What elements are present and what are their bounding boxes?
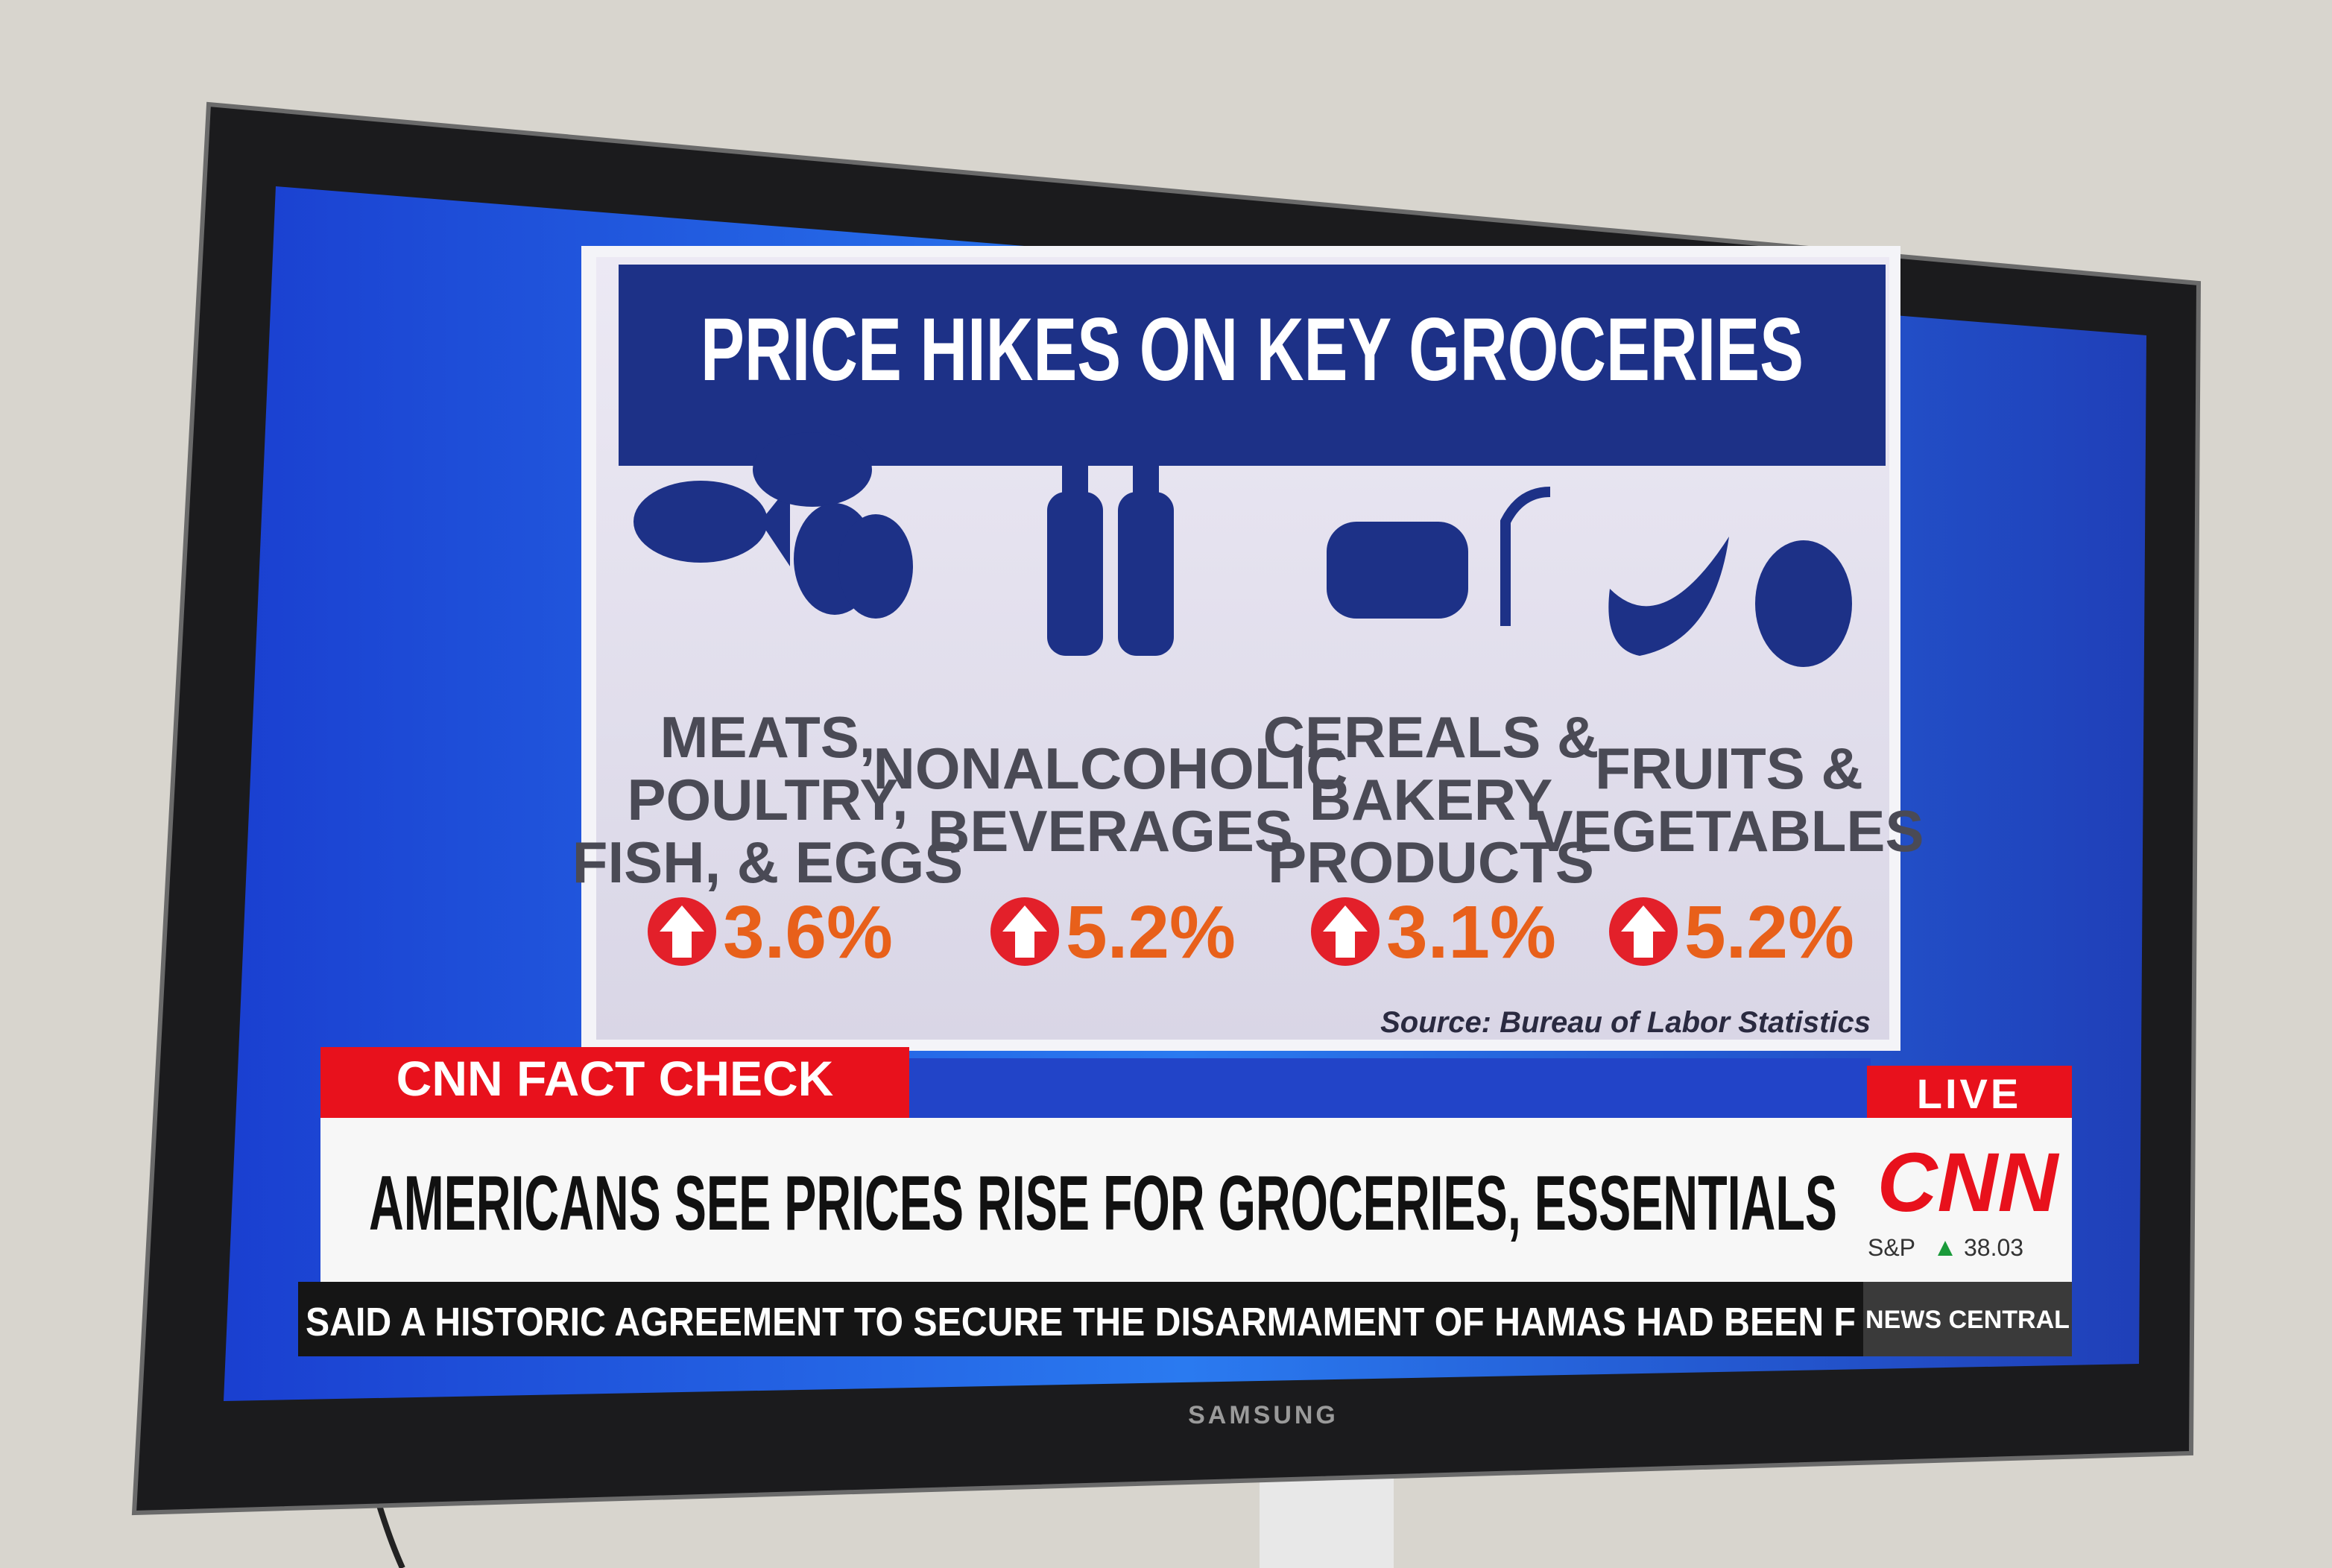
item-label: PRODUCTS [1268, 829, 1594, 895]
item-label: NONALCOHOLIC [873, 736, 1348, 801]
item-label: FISH, & EGGS [572, 829, 963, 895]
drumstick-icon [753, 432, 872, 507]
tag: CNN FACT CHECK [396, 1051, 834, 1106]
up-arrow [660, 905, 704, 958]
item-label: MEATS, [660, 704, 876, 770]
item-label: POULTRY, [627, 767, 908, 832]
live-label: LIVE [1917, 1070, 2021, 1117]
fish-tail [760, 484, 790, 566]
bottle-icon [1047, 492, 1103, 656]
up-arrow [1621, 905, 1666, 958]
crawl-label: NEWS CENTRAL [1865, 1306, 2070, 1334]
bread-icon [1327, 522, 1468, 619]
crawl-bar [298, 1282, 2072, 1356]
item-label: BEVERAGES [928, 798, 1293, 864]
ticker-value: 38.03 [1964, 1234, 2023, 1261]
icons [633, 432, 1852, 667]
up-arrow [1323, 905, 1368, 958]
title-bar [619, 265, 1886, 466]
item-label: CEREALS & [1263, 704, 1599, 770]
graphic-title: PRICE HIKES ON KEY GROCERIES [701, 300, 1804, 399]
ticker-label: S&P [1868, 1234, 1915, 1261]
up-arrow [1002, 905, 1047, 958]
crawl-label-box [1863, 1282, 2072, 1356]
headline-bar [320, 1118, 2072, 1282]
banana-icon [1608, 537, 1729, 656]
crawl-text: SAID A HISTORIC AGREEMENT TO SECURE THE … [306, 1300, 1856, 1344]
item-label: BAKERY [1309, 767, 1552, 832]
wheat-icon [1500, 487, 1551, 626]
item-label: VEGETABLES [1535, 798, 1924, 864]
item-label: FRUITS & [1595, 736, 1863, 801]
pepper-icon [1755, 540, 1852, 667]
ticker-arrow [1938, 1241, 1953, 1256]
source-note: Source: Bureau of Labor Statistics [1380, 1006, 1871, 1039]
percent-change: 5.2% [1684, 891, 1854, 974]
egg-icon [838, 514, 913, 619]
live-box [1867, 1066, 2072, 1122]
percent-change: 5.2% [1066, 891, 1236, 974]
bottle-icon [1118, 492, 1174, 656]
percent-change: 3.1% [1386, 891, 1556, 974]
tv-brand: SAMSUNG [1188, 1401, 1339, 1429]
percent-change: 3.6% [723, 891, 893, 974]
bottle-neck [1062, 462, 1088, 499]
headline: AMERICANS SEE PRICES RISE FOR GROCERIES,… [369, 1160, 1837, 1247]
network-logo: CNN [1877, 1136, 2060, 1229]
chyron-strip [909, 1058, 1871, 1118]
tag-box [320, 1047, 909, 1118]
bottle-neck [1133, 462, 1159, 499]
fish-icon [633, 481, 768, 563]
